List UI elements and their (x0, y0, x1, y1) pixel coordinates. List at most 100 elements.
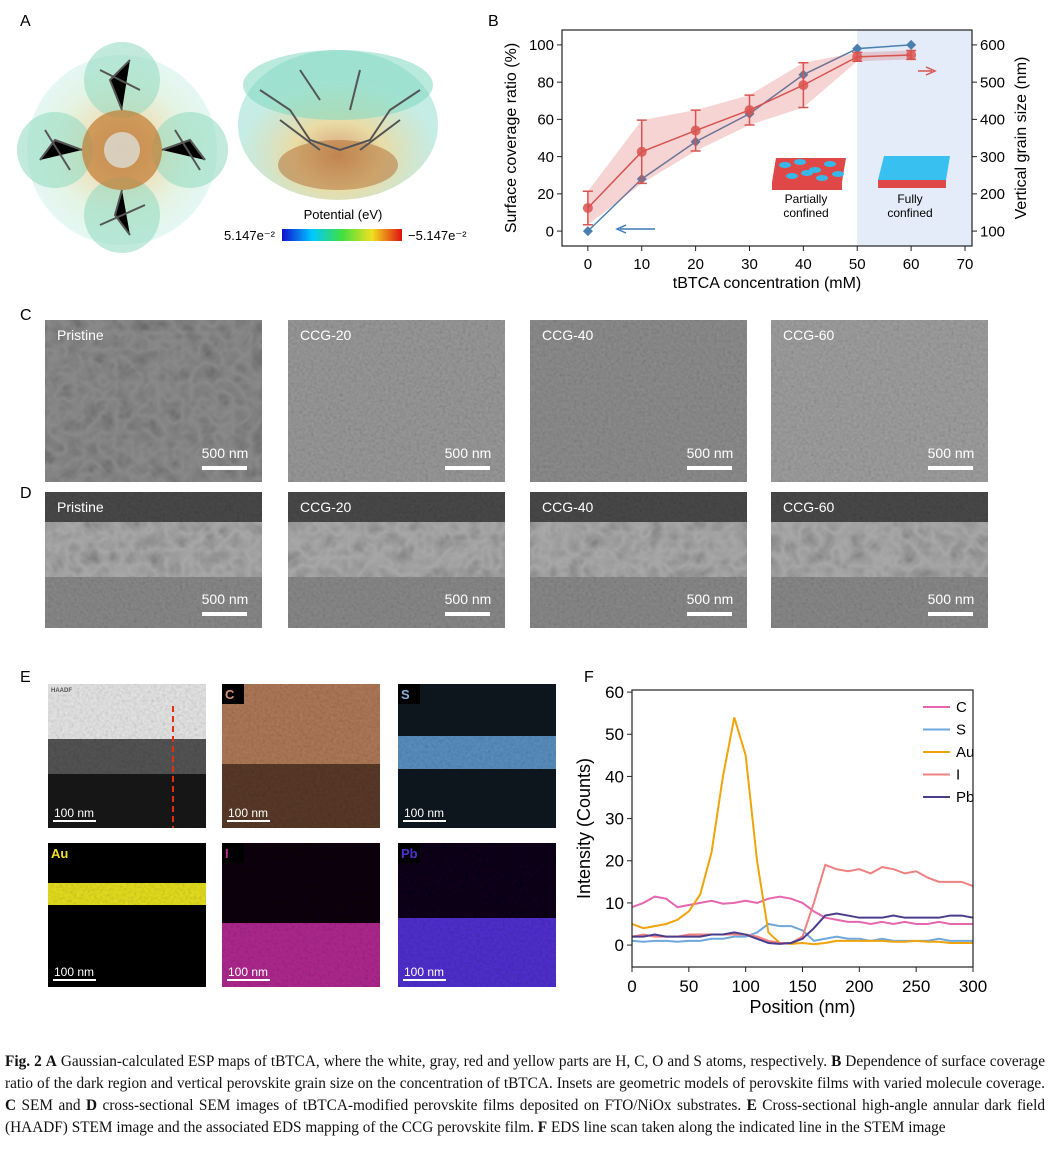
y2-tick-label: 400 (980, 112, 1005, 129)
inset-blob (824, 161, 836, 167)
eds-maps: HAADF 100 nm C 100 nm S 100 nm Au 100 nm I 100 nm… (48, 684, 556, 987)
scale-bar-label: 100 nm (228, 806, 268, 820)
point (798, 80, 809, 91)
x-axis-label: tBTCA concentration (mM) (673, 275, 862, 292)
annotation: Partially (785, 192, 828, 206)
x-tick-label: 10 (633, 256, 650, 273)
scale-bar-label: 500 nm (202, 445, 249, 461)
x-tick-label: 60 (903, 256, 920, 273)
x-tick-label: 50 (679, 977, 698, 996)
x-tick-label: 100 (731, 977, 759, 996)
caption-segment: Fig. 2 (5, 1053, 42, 1070)
y-tick-label: 60 (605, 683, 624, 702)
x-tick-label: 40 (795, 256, 812, 273)
caption-segment: B (831, 1053, 842, 1070)
point (636, 146, 647, 157)
sem-cross-top (288, 492, 505, 522)
caption-segment: Dependence of surface coverage ratio of … (5, 1053, 1045, 1092)
eds-signal (398, 736, 556, 769)
highlight-region (857, 30, 972, 246)
x-axis-label: Position (nm) (749, 997, 855, 1017)
series-line (632, 912, 974, 945)
sem-cross-top (530, 492, 747, 522)
point (852, 51, 863, 62)
charts: 0 10 20 30 40 50 60 700204060801001002003004005… (503, 29, 1030, 1017)
legend-label: C (956, 699, 967, 716)
caption-segment: E (746, 1097, 757, 1114)
eds-signal (222, 684, 380, 764)
x-tick-label: 0 (584, 256, 592, 273)
panel-label: C (20, 307, 32, 324)
y-tick-label: 40 (605, 767, 624, 786)
colorbar-title: Potential (eV) (304, 207, 383, 222)
legend-label: S (956, 722, 966, 739)
x-tick-label: 200 (845, 977, 873, 996)
panel-label: A (20, 13, 31, 30)
error-band (587, 50, 912, 225)
colorbar-min-label: 5.147e⁻² (224, 228, 276, 243)
sem-cross-top (45, 492, 262, 522)
eds-label-box (48, 843, 70, 863)
caption-segment: SEM and (16, 1097, 87, 1114)
y-tick-label: 60 (537, 112, 554, 129)
legend-label: I (956, 767, 960, 784)
scale-bar-label: 100 nm (54, 965, 94, 979)
y-tick-label: 0 (546, 223, 554, 240)
sem-image (530, 320, 747, 482)
sem-images: Pristine 500 nm Pristine 500 nm CCG-20 500 nm… (45, 320, 988, 628)
arrow-right (918, 66, 937, 76)
eds-label: S (401, 687, 410, 702)
colorbar-max-label: −5.147e⁻² (408, 228, 467, 243)
eds-label: I (225, 846, 229, 861)
y-tick-label: 20 (537, 186, 554, 203)
inset-blob (816, 175, 828, 181)
x-tick-label: 300 (959, 977, 987, 996)
caption-segment: F (537, 1119, 548, 1136)
plot-frame (631, 689, 974, 968)
y2-tick-label: 500 (980, 74, 1005, 91)
sem-cross-film (771, 522, 988, 577)
caption-segment: cross-sectional SEM images of tBTCA-modi… (97, 1097, 747, 1114)
y2-axis-label: Vertical grain size (nm) (1013, 57, 1030, 220)
point (582, 203, 593, 214)
caption-segment: Cross-sectional high-angle annular dark … (5, 1097, 1045, 1136)
sem-cross-film (45, 522, 262, 577)
eds-signal (48, 684, 206, 739)
y2-tick-label: 200 (980, 186, 1005, 203)
inset-blob (832, 171, 844, 177)
sem-label: CCG-60 (783, 327, 835, 343)
sem-cross-bottom (530, 577, 747, 628)
sem-cross-bottom (288, 577, 505, 628)
point (582, 226, 593, 237)
y-tick-label: 50 (605, 725, 624, 744)
y2-tick-label: 100 (980, 223, 1005, 240)
x-tick-label: 20 (687, 256, 704, 273)
eds-label-box (222, 684, 244, 704)
series-line (631, 895, 973, 926)
scale-bar-label: 100 nm (228, 965, 268, 979)
sem-label: Pristine (57, 327, 104, 343)
sem-cross-film (530, 522, 747, 577)
scale-bar-label: 100 nm (404, 965, 444, 979)
eds-label: Au (51, 846, 68, 861)
sem-cross-bottom (771, 577, 988, 628)
inset-full (878, 180, 946, 188)
caption-segment: EDS line scan taken along the indicated … (547, 1119, 946, 1136)
colorbar (282, 229, 402, 241)
y2-tick-label: 300 (980, 149, 1005, 166)
y-tick-label: 10 (605, 894, 624, 913)
inset-blob (786, 173, 798, 179)
sem-label: CCG-20 (300, 327, 352, 343)
sem-image (45, 320, 262, 482)
sem-label: CCG-40 (542, 499, 594, 515)
point (744, 105, 755, 116)
sem-label: CCG-20 (300, 499, 352, 515)
esp-map-side (238, 50, 438, 200)
eds-signal (48, 883, 206, 905)
scale-bar-label: 500 nm (202, 591, 249, 607)
x-tick-label: 0 (627, 977, 636, 996)
y-tick-label: 20 (605, 852, 624, 871)
scale-bar-label: 500 nm (445, 445, 492, 461)
y2-tick-label: 600 (980, 37, 1005, 54)
plot-frame (561, 29, 973, 247)
